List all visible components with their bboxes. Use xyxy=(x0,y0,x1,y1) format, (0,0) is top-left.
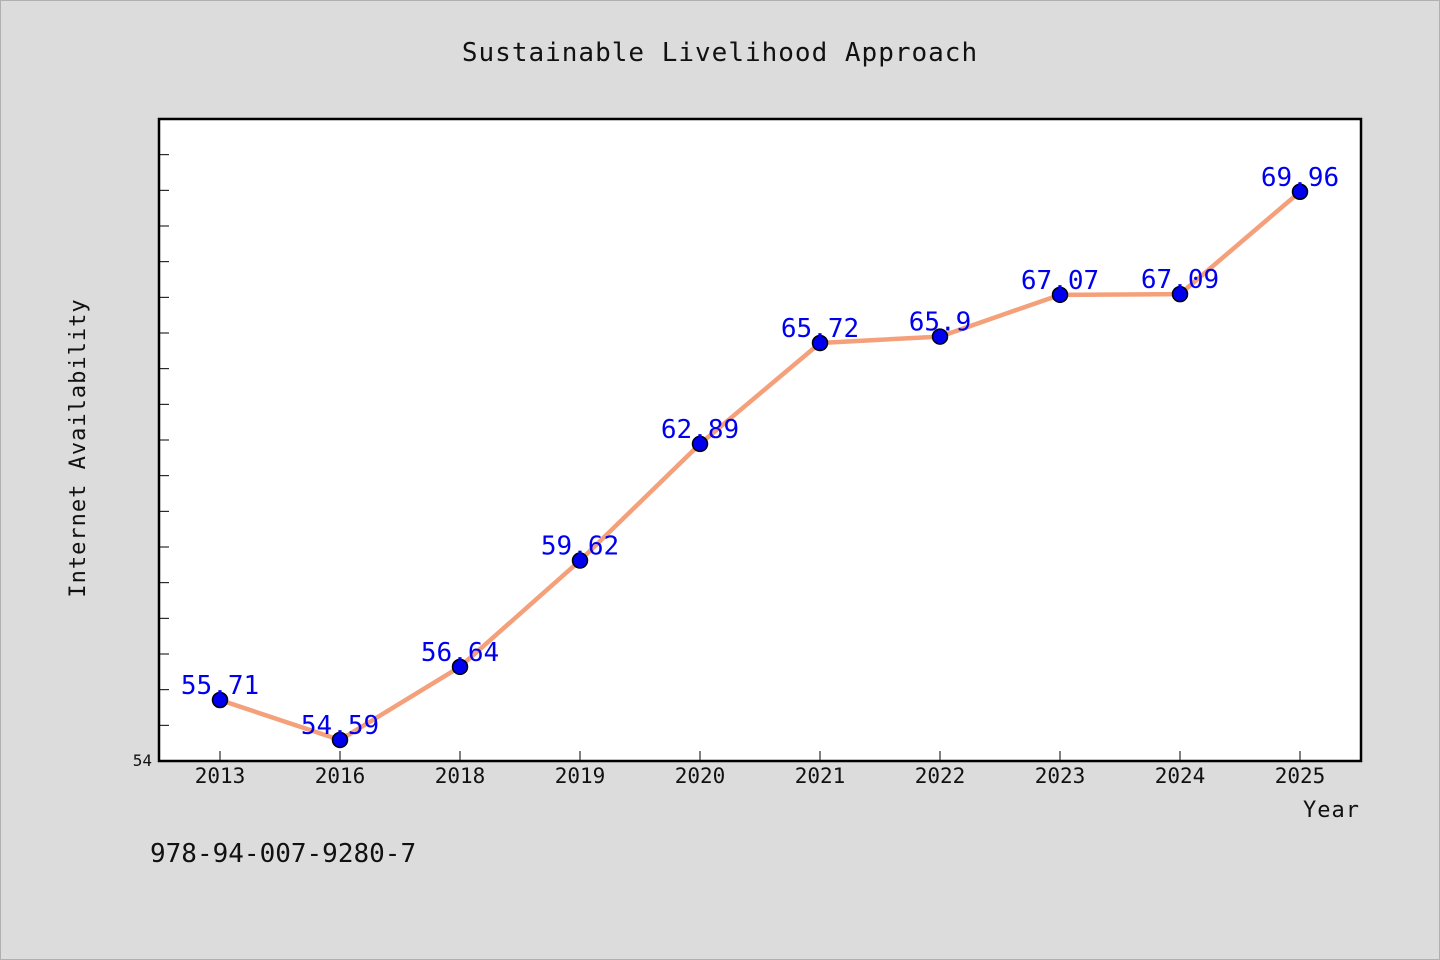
y-tick-label: 54 xyxy=(133,751,152,770)
data-label: 65.72 xyxy=(781,314,859,344)
footnote-isbn: 978-94-007-9280-7 xyxy=(150,839,416,869)
x-tick-label: 2024 xyxy=(1155,764,1206,788)
plot-area xyxy=(157,117,1363,763)
data-label: 67.09 xyxy=(1141,265,1219,295)
chart-title: Sustainable Livelihood Approach xyxy=(462,38,978,68)
data-point xyxy=(331,731,349,749)
data-label: 54.59 xyxy=(301,711,379,741)
x-tick-label: 2023 xyxy=(1035,764,1086,788)
data-labels: 55.71 54.59 56.64 59.62 62.89 65.72 65.9 67.07 6… xyxy=(181,163,1339,741)
x-tick-label: 2022 xyxy=(915,764,966,788)
data-label: 59.62 xyxy=(541,532,619,562)
data-label: 69.96 xyxy=(1261,163,1339,193)
x-tick-label: 2019 xyxy=(555,764,606,788)
x-tick-label: 2016 xyxy=(315,764,366,788)
data-label: 56.64 xyxy=(421,638,499,668)
y-axis-ticks: 54 xyxy=(133,154,169,770)
x-axis-ticks: 2013 2016 2018 2019 2020 2021 2022 2023 2024 2025 xyxy=(195,751,1326,788)
data-point xyxy=(451,658,469,676)
x-tick-label: 2013 xyxy=(195,764,246,788)
data-point xyxy=(211,691,229,709)
x-tick-label: 2020 xyxy=(675,764,726,788)
data-label: 67.07 xyxy=(1021,266,1099,296)
x-tick-label: 2021 xyxy=(795,764,846,788)
data-point xyxy=(931,328,949,345)
series-layer xyxy=(211,183,1309,749)
data-label: 65.9 xyxy=(909,308,972,338)
data-point xyxy=(691,435,709,453)
x-tick-label: 2018 xyxy=(435,764,486,788)
data-label: 62.89 xyxy=(661,415,739,445)
data-point xyxy=(1291,183,1309,201)
data-point xyxy=(811,334,829,352)
x-tick-label: 2025 xyxy=(1275,764,1326,788)
data-point xyxy=(1171,285,1189,303)
y-axis-label: Internet Availability xyxy=(66,298,91,597)
series-line xyxy=(217,189,1303,743)
data-label: 55.71 xyxy=(181,671,259,701)
data-point xyxy=(571,552,589,569)
x-axis-label: Year xyxy=(1303,798,1360,823)
data-point xyxy=(1051,286,1069,304)
